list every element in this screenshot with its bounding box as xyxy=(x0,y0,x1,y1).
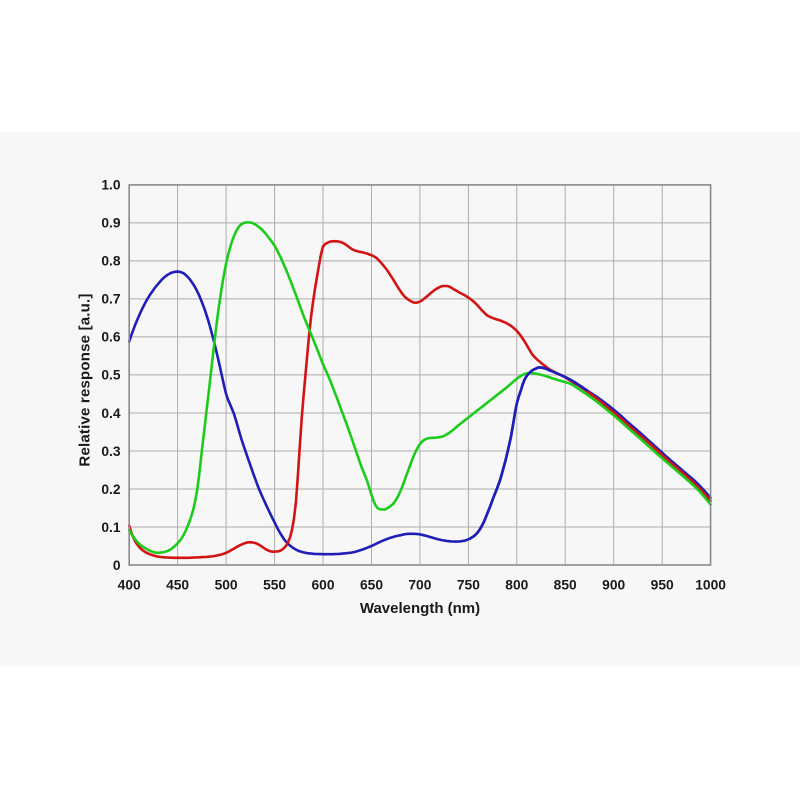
svg-text:600: 600 xyxy=(311,577,334,592)
svg-text:Wavelength (nm): Wavelength (nm) xyxy=(360,600,480,617)
svg-text:450: 450 xyxy=(166,577,189,592)
svg-text:400: 400 xyxy=(118,577,141,592)
svg-text:750: 750 xyxy=(457,577,480,592)
svg-text:0.1: 0.1 xyxy=(101,519,121,534)
svg-text:800: 800 xyxy=(505,577,528,592)
svg-text:0.3: 0.3 xyxy=(101,443,121,458)
svg-text:0.5: 0.5 xyxy=(101,367,121,382)
svg-text:0.4: 0.4 xyxy=(101,405,121,420)
svg-text:Relative response [a.u.]: Relative response [a.u.] xyxy=(77,293,94,466)
svg-text:0.2: 0.2 xyxy=(101,481,121,496)
svg-text:0.9: 0.9 xyxy=(101,215,121,230)
svg-text:950: 950 xyxy=(651,577,674,592)
svg-text:550: 550 xyxy=(263,577,286,592)
svg-text:650: 650 xyxy=(360,577,383,592)
svg-text:0: 0 xyxy=(113,557,121,572)
svg-text:0.8: 0.8 xyxy=(101,253,121,268)
svg-text:900: 900 xyxy=(602,577,625,592)
svg-text:1000: 1000 xyxy=(695,577,726,592)
svg-text:1.0: 1.0 xyxy=(101,177,121,192)
svg-text:500: 500 xyxy=(215,577,238,592)
svg-text:850: 850 xyxy=(554,577,577,592)
svg-text:0.7: 0.7 xyxy=(101,291,121,306)
svg-text:700: 700 xyxy=(408,577,431,592)
svg-text:0.6: 0.6 xyxy=(101,329,121,344)
